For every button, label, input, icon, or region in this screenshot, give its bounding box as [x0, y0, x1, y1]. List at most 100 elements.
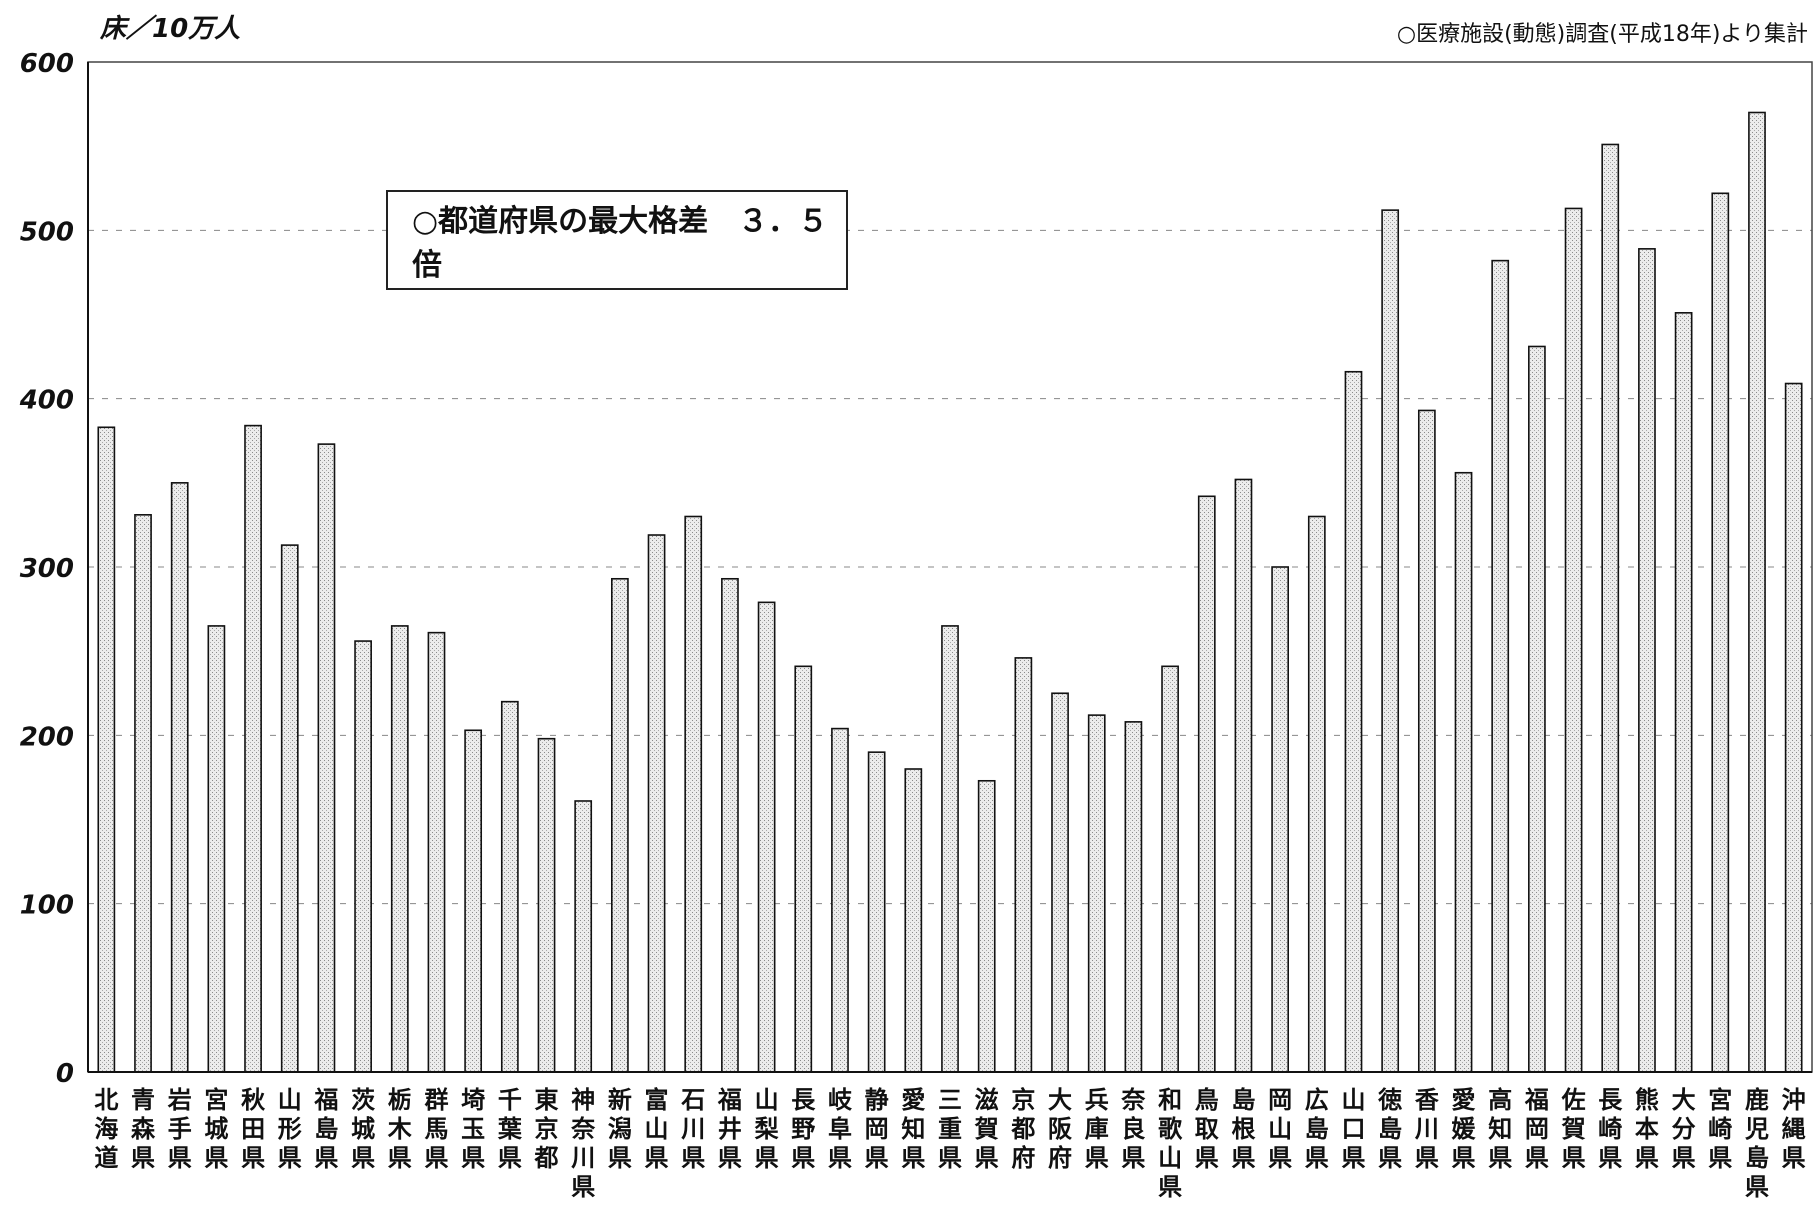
- x-category-label: 秋田県: [241, 1086, 266, 1172]
- y-tick-label: 400: [19, 386, 74, 416]
- x-category-label: 静岡県: [865, 1086, 889, 1172]
- bar-31: [1197, 495, 1216, 1073]
- bar-33: [1271, 566, 1289, 1073]
- x-category-label: 兵庫県: [1085, 1086, 1109, 1172]
- bar-37: [1417, 409, 1436, 1073]
- x-category-label: 福井県: [717, 1086, 742, 1172]
- x-category-label: 福島県: [313, 1086, 338, 1172]
- x-category-label: 群馬県: [424, 1086, 448, 1172]
- y-tick-label: 100: [20, 891, 74, 921]
- x-category-label: 愛知県: [901, 1086, 925, 1172]
- bar-9: [390, 625, 409, 1073]
- bar-46: [1748, 111, 1766, 1073]
- x-category-label: 岡山県: [1268, 1086, 1292, 1172]
- bar-27: [1051, 692, 1069, 1073]
- x-category-label: 埼玉県: [461, 1086, 485, 1172]
- bar-11: [464, 729, 483, 1073]
- x-category-label: 大阪府: [1048, 1086, 1072, 1172]
- bar-36: [1381, 209, 1400, 1073]
- bar-28: [1087, 714, 1106, 1073]
- x-category-label: 岩手県: [167, 1086, 192, 1172]
- bar-38: [1454, 471, 1473, 1073]
- bar-42: [1601, 143, 1620, 1073]
- x-category-label: 和歌山県: [1158, 1086, 1183, 1201]
- y-tick-label: 600: [20, 49, 74, 79]
- x-category-label: 高知県: [1488, 1086, 1512, 1172]
- x-category-label: 徳島県: [1377, 1086, 1402, 1172]
- bar-12: [500, 700, 519, 1073]
- x-category-label: 青森県: [131, 1086, 156, 1172]
- y-unit-label: 床／10万人: [100, 14, 241, 44]
- x-category-label: 福岡県: [1524, 1086, 1549, 1172]
- bar-2: [134, 514, 152, 1073]
- bar-18: [721, 577, 739, 1073]
- bar-23: [904, 768, 923, 1073]
- x-category-label: 山口県: [1341, 1086, 1365, 1172]
- x-category-label: 愛媛県: [1452, 1086, 1477, 1172]
- bar-30: [1161, 665, 1179, 1073]
- bar-24: [941, 625, 959, 1073]
- bar-25: [977, 779, 996, 1073]
- x-category-label: 新潟県: [608, 1086, 632, 1172]
- bar-43: [1638, 248, 1656, 1073]
- bar-32: [1234, 478, 1253, 1073]
- bar-44: [1674, 312, 1693, 1073]
- bar-7: [317, 443, 336, 1073]
- x-category-label: 長崎県: [1598, 1086, 1623, 1172]
- max-disparity-annotation: ○都道府県の最大格差 ３．５倍: [386, 190, 848, 290]
- bar-6: [280, 544, 299, 1073]
- x-category-label: 東京都: [534, 1086, 559, 1172]
- bar-15: [611, 577, 629, 1073]
- x-category-label: 神奈川県: [570, 1086, 596, 1201]
- x-category-label: 山梨県: [755, 1086, 779, 1172]
- x-category-label: 千葉県: [497, 1086, 523, 1172]
- x-category-label: 栃木県: [387, 1086, 413, 1172]
- bar-22: [867, 751, 886, 1073]
- x-category-label: 茨城県: [351, 1086, 375, 1172]
- x-category-label: 石川県: [680, 1086, 705, 1172]
- bar-45: [1711, 192, 1730, 1073]
- x-category-label: 富山県: [645, 1086, 669, 1172]
- x-category-label: 鳥取県: [1195, 1086, 1219, 1172]
- x-category-label: 大分県: [1672, 1086, 1696, 1172]
- source-note: ○医療施設(動態)調査(平成18年)より集計: [1396, 22, 1808, 47]
- x-category-label: 熊本県: [1635, 1086, 1659, 1172]
- bar-14: [574, 800, 593, 1073]
- bar-8: [354, 640, 372, 1073]
- x-category-label: 滋賀県: [974, 1086, 999, 1172]
- x-category-label: 長野県: [791, 1086, 816, 1172]
- x-category-label: 山形県: [278, 1086, 302, 1172]
- x-category-label: 広島県: [1305, 1086, 1329, 1172]
- x-category-label: 岐阜県: [828, 1086, 852, 1172]
- x-category-label: 奈良県: [1120, 1086, 1146, 1172]
- bar-26: [1014, 657, 1033, 1073]
- bar-29: [1124, 721, 1143, 1073]
- bar-16: [647, 534, 666, 1073]
- x-category-label: 沖縄県: [1782, 1086, 1806, 1172]
- x-category-label: 島根県: [1231, 1086, 1255, 1172]
- bar-20: [794, 665, 813, 1073]
- x-category-label: 京都府: [1010, 1086, 1035, 1172]
- bar-35: [1344, 370, 1363, 1073]
- y-tick-label: 500: [20, 217, 74, 247]
- bar-5: [244, 424, 262, 1073]
- bar-41: [1564, 207, 1583, 1073]
- x-category-label: 佐賀県: [1561, 1086, 1586, 1172]
- bar-21: [831, 727, 849, 1073]
- bar-40: [1528, 345, 1546, 1073]
- bar-39: [1491, 259, 1510, 1073]
- y-tick-label: 200: [20, 722, 74, 752]
- bar-13: [537, 737, 556, 1073]
- y-tick-label: 0: [56, 1059, 74, 1089]
- bar-3: [170, 482, 189, 1073]
- bar-34: [1307, 515, 1326, 1073]
- y-tick-label: 300: [20, 554, 74, 584]
- x-category-label: 三重県: [938, 1086, 962, 1172]
- bar-47: [1784, 382, 1803, 1073]
- bar-19: [757, 601, 776, 1073]
- bar-10: [427, 631, 446, 1073]
- x-category-label: 宮城県: [204, 1086, 228, 1172]
- x-category-label: 北海道: [94, 1086, 118, 1172]
- x-category-label: 宮崎県: [1708, 1086, 1732, 1172]
